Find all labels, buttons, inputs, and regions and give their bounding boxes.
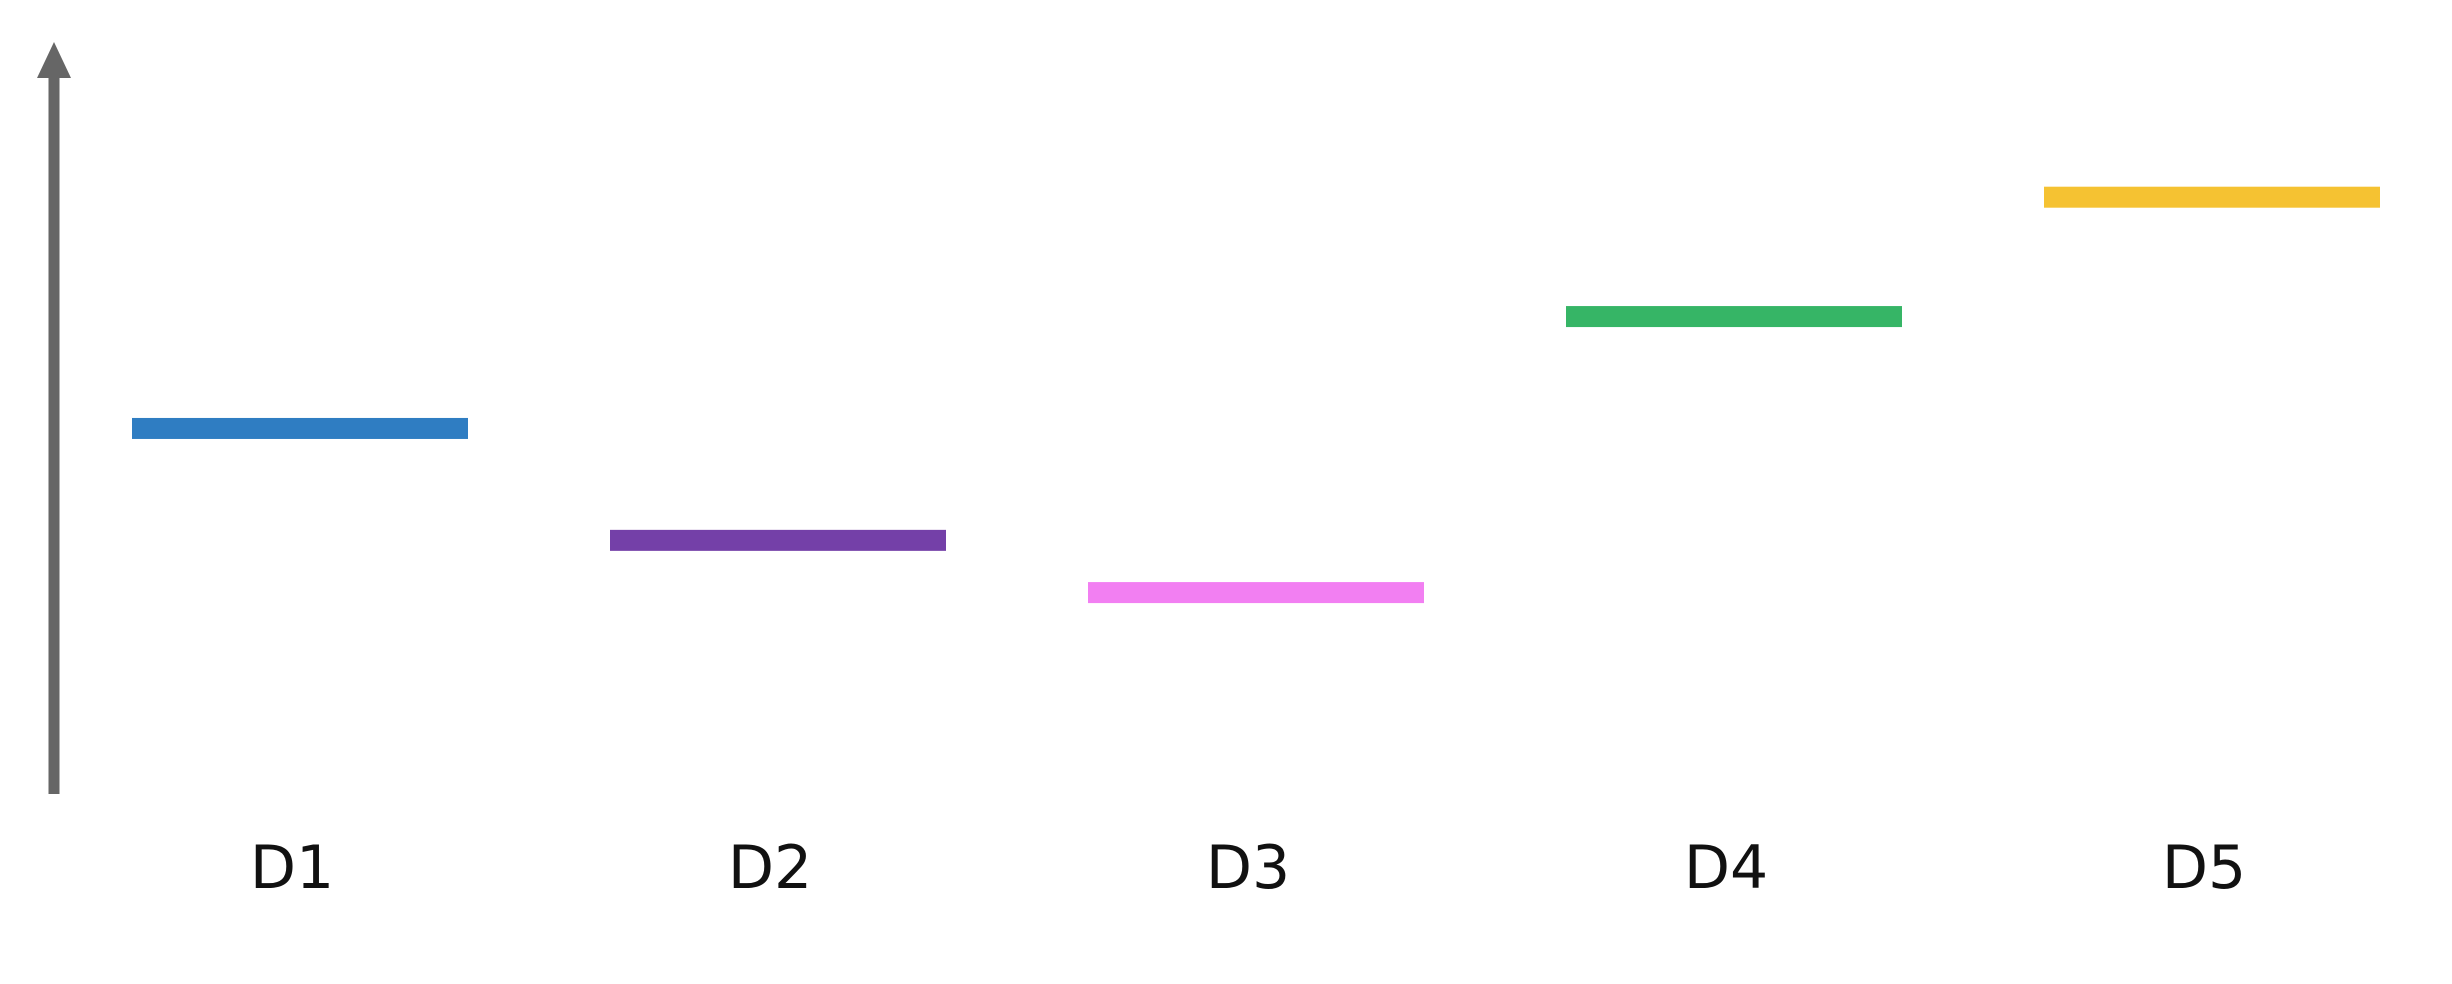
marks-layer <box>132 186 2380 604</box>
category-label-d2: D2 <box>728 833 812 903</box>
axis-layer <box>37 42 71 794</box>
labels-layer: D1 D2 D3 D4 D5 <box>250 833 2246 903</box>
category-label-d1: D1 <box>250 833 334 903</box>
category-label-d4: D4 <box>1684 833 1768 903</box>
y-axis-arrow-icon <box>37 42 71 78</box>
bar-d3 <box>1088 582 1424 604</box>
bar-d2 <box>610 529 946 551</box>
category-label-d5: D5 <box>2162 833 2246 903</box>
bar-d4 <box>1566 306 1902 328</box>
bar-d1 <box>132 417 468 439</box>
bar-d5 <box>2044 186 2380 208</box>
category-label-d3: D3 <box>1206 833 1290 903</box>
